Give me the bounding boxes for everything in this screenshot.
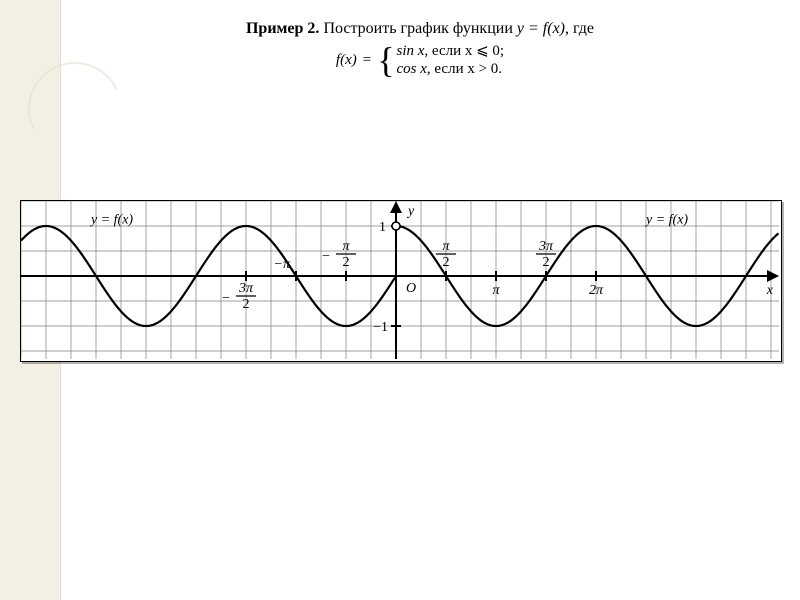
fdef-lhs: f(x) <box>336 52 357 69</box>
svg-text:2: 2 <box>543 255 550 270</box>
svg-text:y = f(x): y = f(x) <box>89 213 133 228</box>
trailing-text: , где <box>565 20 594 37</box>
svg-text:2: 2 <box>343 255 350 270</box>
svg-text:π: π <box>342 239 350 254</box>
svg-text:x: x <box>766 283 774 298</box>
svg-text:−: − <box>222 291 230 306</box>
function-graph: yxO1−1−3π2−π−π2π2π3π22πy = f(x)y = f(x) <box>20 200 782 362</box>
svg-text:π: π <box>492 283 500 298</box>
chart-svg: yxO1−1−3π2−π−π2π2π3π22πy = f(x)y = f(x) <box>21 201 779 359</box>
case2-fn: cos x <box>396 61 426 77</box>
case1-fn: sin x <box>396 43 424 59</box>
svg-text:3π: 3π <box>538 239 554 254</box>
svg-text:π: π <box>442 239 450 254</box>
cases-block: sin x, если x ⩽ 0; cos x, если x > 0. <box>396 42 504 78</box>
svg-text:y = f(x): y = f(x) <box>644 213 688 228</box>
svg-text:2π: 2π <box>589 283 604 298</box>
svg-text:2: 2 <box>443 255 450 270</box>
piecewise-definition: f(x) = { sin x, если x ⩽ 0; cos x, если … <box>336 42 504 78</box>
example-number: Пример 2. <box>246 20 319 37</box>
svg-text:O: O <box>406 281 416 296</box>
svg-text:−: − <box>322 249 330 264</box>
svg-text:2: 2 <box>243 297 250 312</box>
equals-sign: = <box>363 52 371 69</box>
case-2: cos x, если x > 0. <box>396 60 504 78</box>
case2-cond: , если x > 0. <box>427 61 502 77</box>
svg-text:−π: −π <box>274 257 291 272</box>
svg-text:−1: −1 <box>373 320 388 335</box>
svg-text:1: 1 <box>379 220 386 235</box>
svg-text:3π: 3π <box>238 281 254 296</box>
problem-text: Построить график функции <box>319 20 516 37</box>
problem-title: Пример 2. Построить график функции y = f… <box>80 20 760 38</box>
svg-text:y: y <box>406 204 415 219</box>
case-1: sin x, если x ⩽ 0; <box>396 42 504 60</box>
equation-lhs: y = f(x) <box>517 20 565 37</box>
case1-cond: , если x ⩽ 0; <box>424 43 504 59</box>
problem-statement: Пример 2. Построить график функции y = f… <box>80 20 760 78</box>
left-brace-icon: { <box>377 42 394 78</box>
